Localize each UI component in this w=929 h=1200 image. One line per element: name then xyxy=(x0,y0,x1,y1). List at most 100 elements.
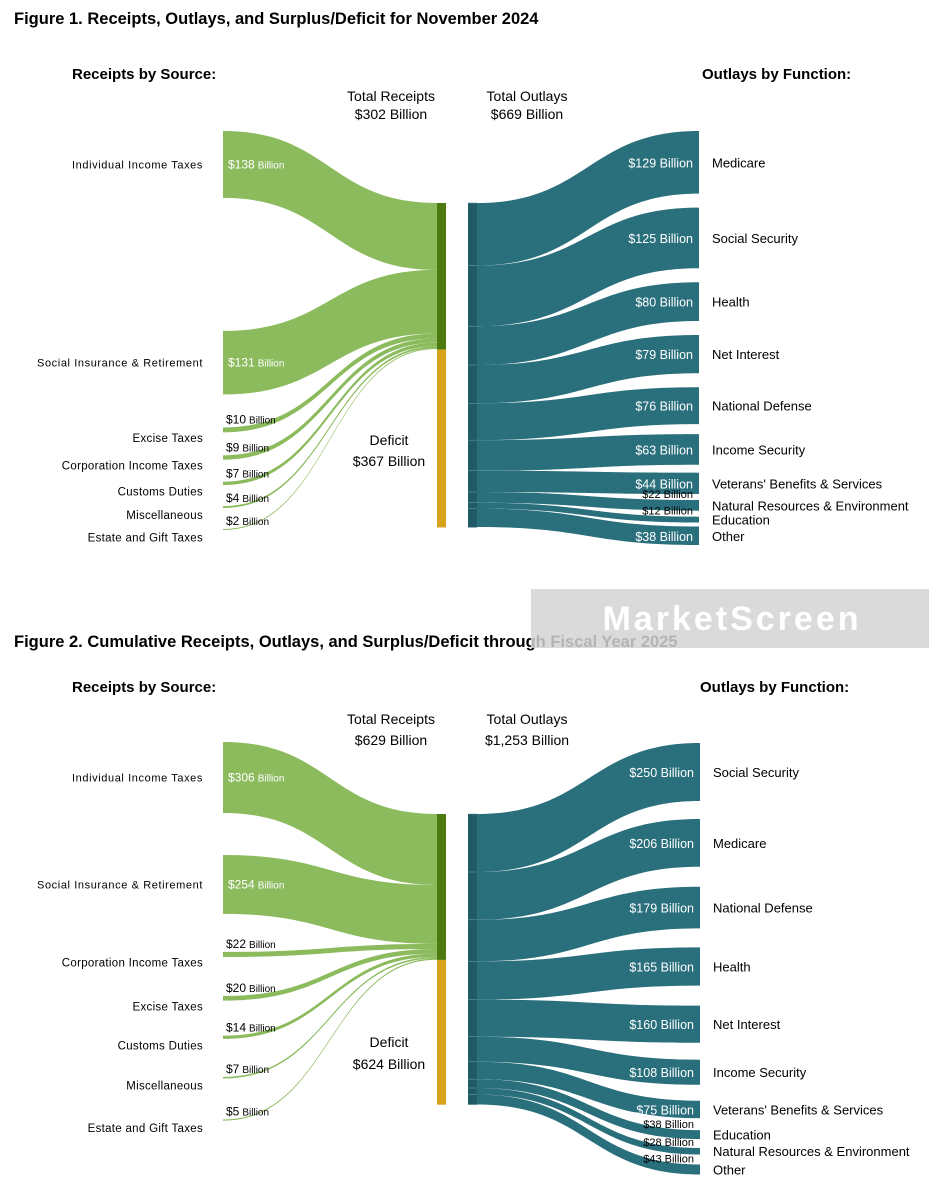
deficit-value: $624 Billion xyxy=(353,1056,425,1072)
outlay-function-label: Medicare xyxy=(712,155,765,170)
deficit-label: Deficit xyxy=(370,432,409,448)
outlay-value-label: $63 Billion xyxy=(635,443,693,457)
outlays-heading: Outlays by Function: xyxy=(702,66,851,83)
outlay-flow xyxy=(477,1094,700,1175)
outlay-value-label: $38 Billion xyxy=(643,1119,694,1131)
total-outlays-value: $1,253 Billion xyxy=(485,732,569,748)
watermark-text: MarketScreen xyxy=(602,600,861,638)
outlay-flow xyxy=(477,1036,700,1085)
outlay-value-label: $129 Billion xyxy=(628,156,693,170)
outlay-function-label: Education xyxy=(712,513,770,528)
receipt-value-unit: Billion xyxy=(249,940,276,951)
receipt-source-label: Estate and Gift Taxes xyxy=(88,533,203,545)
total-outlays-value: $669 Billion xyxy=(491,106,563,122)
figure-title: Figure 2. Cumulative Receipts, Outlays, … xyxy=(14,633,678,651)
total-receipts-value: $629 Billion xyxy=(355,732,427,748)
receipt-flow xyxy=(223,742,437,885)
receipt-value-label: $7 Billion xyxy=(226,1062,269,1076)
outlays-total-bar xyxy=(468,814,477,1105)
receipts-total-bar xyxy=(437,203,446,350)
outlay-function-label: Education xyxy=(713,1128,771,1143)
receipt-value-label: $7 Billion xyxy=(226,467,269,481)
receipt-source-label: Excise Taxes xyxy=(133,1001,204,1013)
receipt-source-label: Miscellaneous xyxy=(126,1081,203,1093)
outlay-value-label: $12 Billion xyxy=(642,506,693,518)
outlay-function-label: Medicare xyxy=(713,836,766,851)
outlay-value-label: $79 Billion xyxy=(635,348,693,362)
receipt-value-unit: Billion xyxy=(258,160,285,171)
outlay-value-label: $80 Billion xyxy=(635,296,693,310)
figure-2: Figure 2. Cumulative Receipts, Outlays, … xyxy=(14,633,910,1177)
receipt-source-label: Individual Income Taxes xyxy=(72,159,203,171)
receipt-value-label: $10 Billion xyxy=(226,412,276,426)
receipt-value-label: $22 Billion xyxy=(226,937,276,951)
receipts-total-bar xyxy=(437,814,446,960)
outlay-flow xyxy=(477,470,699,495)
receipt-source-label: Customs Duties xyxy=(118,486,203,498)
deficit-value: $367 Billion xyxy=(353,453,425,469)
receipt-value-unit: Billion xyxy=(242,443,269,454)
receipt-flow xyxy=(223,131,437,270)
outlay-value-label: $206 Billion xyxy=(629,837,694,851)
total-receipts-label: Total Receipts xyxy=(347,711,435,727)
outlay-value-label: $160 Billion xyxy=(629,1018,694,1032)
outlay-value-label: $165 Billion xyxy=(629,960,694,974)
receipt-flow xyxy=(223,956,437,1079)
outlay-value-label: $108 Billion xyxy=(629,1066,694,1080)
receipt-value-unit: Billion xyxy=(249,984,276,995)
outlay-value-label: $76 Billion xyxy=(635,400,693,414)
outlay-function-label: Other xyxy=(713,1162,746,1177)
outlay-function-label: Income Security xyxy=(713,1065,807,1080)
receipt-flow xyxy=(223,943,437,958)
figure-1: Figure 1. Receipts, Outlays, and Surplus… xyxy=(14,10,909,545)
outlay-function-label: Income Security xyxy=(712,442,806,457)
outlay-value-label: $179 Billion xyxy=(629,902,694,916)
outlay-flow xyxy=(477,1087,700,1155)
receipt-source-label: Corporation Income Taxes xyxy=(62,957,203,969)
receipt-value-unit: Billion xyxy=(249,415,276,426)
outlay-flow xyxy=(477,819,700,920)
outlay-flow xyxy=(477,502,699,523)
receipt-value-label: $9 Billion xyxy=(226,440,269,454)
receipt-value-label: $14 Billion xyxy=(226,1021,276,1035)
receipt-value-unit: Billion xyxy=(242,1065,269,1076)
receipt-flow xyxy=(223,854,437,944)
receipt-flow xyxy=(223,342,437,486)
receipt-source-label: Social Insurance & Retirement xyxy=(37,358,203,370)
outlay-function-label: Health xyxy=(713,959,751,974)
outlay-value-label: $250 Billion xyxy=(629,766,694,780)
receipt-value-label: $4 Billion xyxy=(226,491,269,505)
receipt-source-label: Estate and Gift Taxes xyxy=(88,1123,203,1135)
receipt-flow xyxy=(223,953,437,1039)
outlay-flow xyxy=(477,387,699,441)
outlay-flow xyxy=(477,743,700,872)
outlay-flow xyxy=(477,492,699,511)
receipt-value-unit: Billion xyxy=(242,517,269,528)
receipt-value-label: $20 Billion xyxy=(226,981,276,995)
figure-title: Figure 1. Receipts, Outlays, and Surplus… xyxy=(14,10,539,28)
outlay-value-label: $125 Billion xyxy=(628,232,693,246)
outlays-heading: Outlays by Function: xyxy=(700,679,849,696)
receipt-flow xyxy=(223,269,437,395)
outlay-flow xyxy=(477,508,699,545)
receipt-flow xyxy=(223,333,437,433)
receipt-source-label: Excise Taxes xyxy=(133,433,204,445)
outlay-function-label: Health xyxy=(712,295,750,310)
total-outlays-label: Total Outlays xyxy=(487,88,568,104)
receipt-source-label: Customs Duties xyxy=(118,1040,203,1052)
outlay-flow xyxy=(477,282,699,365)
receipt-flow xyxy=(223,949,437,1001)
total-receipts-value: $302 Billion xyxy=(355,106,427,122)
receipt-flow xyxy=(223,348,437,531)
total-receipts-label: Total Receipts xyxy=(347,88,435,104)
outlay-flow xyxy=(477,434,699,471)
outlay-value-label: $75 Billion xyxy=(636,1103,694,1117)
outlay-function-label: Veterans' Benefits & Services xyxy=(713,1102,884,1117)
outlay-function-label: Net Interest xyxy=(712,347,780,362)
receipt-source-label: Individual Income Taxes xyxy=(72,772,203,784)
receipt-source-label: Social Insurance & Retirement xyxy=(37,879,203,891)
receipt-flow xyxy=(223,338,437,460)
outlay-flow xyxy=(477,131,699,266)
outlay-function-label: Veterans' Benefits & Services xyxy=(712,476,883,491)
